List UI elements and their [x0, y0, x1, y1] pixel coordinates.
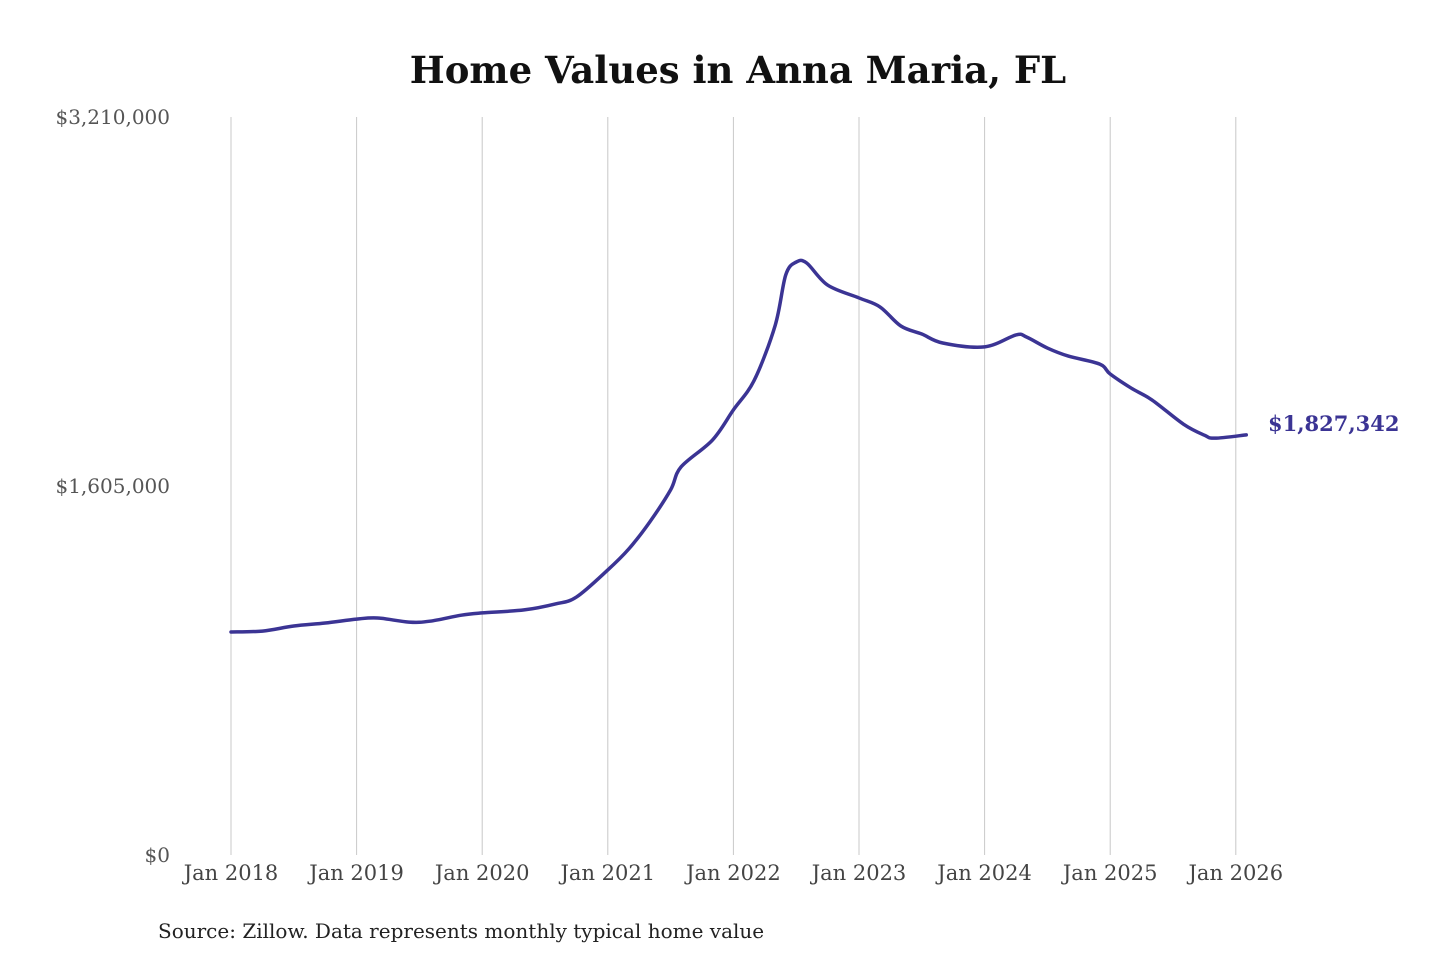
x-tick-label: Jan 2023: [810, 861, 907, 885]
x-tick-label: Jan 2026: [1187, 861, 1284, 885]
y-axis: $0 $1,605,000 $3,210,000: [55, 105, 170, 867]
gridlines: [230, 117, 1237, 855]
x-tick-label: Jan 2021: [559, 861, 656, 885]
chart-title: Home Values in Anna Maria, FL: [410, 48, 1066, 92]
x-tick-label: Jan 2024: [935, 861, 1032, 885]
x-tick-label: Jan 2025: [1061, 861, 1158, 885]
x-tick-label: Jan 2022: [684, 861, 781, 885]
source-note: Source: Zillow. Data represents monthly …: [158, 919, 764, 943]
x-axis: Jan 2018 Jan 2019 Jan 2020 Jan 2021 Jan 2022…: [182, 861, 1283, 885]
series-line: [229, 258, 1249, 634]
y-tick-label: $0: [145, 843, 170, 867]
y-tick-label: $1,605,000: [55, 474, 170, 498]
end-value-label: $1,827,342: [1268, 411, 1400, 436]
x-tick-label: Jan 2018: [182, 861, 279, 885]
x-tick-label: Jan 2020: [433, 861, 530, 885]
x-tick-label: Jan 2019: [307, 861, 404, 885]
y-tick-label: $3,210,000: [55, 105, 170, 129]
